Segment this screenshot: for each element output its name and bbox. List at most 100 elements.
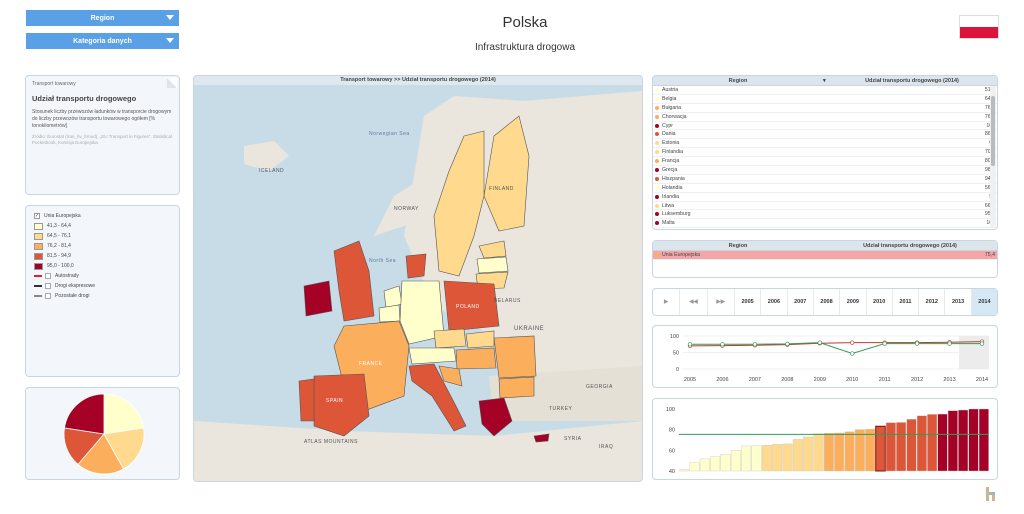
scrollbar[interactable] (990, 86, 996, 228)
bar[interactable] (968, 408, 979, 472)
bar[interactable] (689, 462, 700, 472)
year-button[interactable]: 2011 (891, 289, 918, 315)
country-ireland[interactable] (303, 280, 333, 317)
bar[interactable] (751, 445, 762, 472)
country-sweden[interactable] (433, 130, 485, 277)
bar[interactable] (947, 410, 958, 472)
year-button[interactable]: 2014 (970, 289, 998, 315)
year-button[interactable]: 2008 (812, 289, 839, 315)
country-greece[interactable] (478, 397, 513, 437)
europe-map[interactable] (194, 76, 642, 481)
pie-slice[interactable] (103, 393, 144, 435)
country-germany[interactable] (399, 280, 445, 345)
year-button[interactable]: 2010 (865, 289, 892, 315)
table-row[interactable]: Belgia 64,2 (653, 95, 997, 104)
bar[interactable] (730, 450, 741, 472)
country-estonia[interactable] (478, 240, 507, 259)
table-row[interactable]: Bułgaria 76,6 (653, 104, 997, 113)
bar[interactable] (720, 454, 731, 472)
category-dropdown[interactable]: Kategoria danych (26, 33, 179, 49)
table-row[interactable]: Hiszpania 94,8 (653, 175, 997, 184)
bar[interactable] (865, 428, 876, 472)
country-hungary[interactable] (455, 347, 497, 370)
series-point[interactable] (720, 342, 725, 347)
bar[interactable] (875, 425, 886, 472)
bar[interactable] (927, 414, 938, 472)
table-row[interactable]: Unia Europejska 75,4 (653, 251, 997, 260)
bar[interactable] (813, 433, 824, 472)
bar[interactable] (710, 456, 721, 472)
bar[interactable] (854, 429, 865, 472)
country-austria[interactable] (408, 347, 457, 365)
bar[interactable] (782, 443, 793, 472)
table-row[interactable]: Cypr 100 (653, 122, 997, 131)
table-row[interactable]: Irlandia 99 (653, 193, 997, 202)
legend-road-motorways[interactable]: Autostrady (34, 271, 179, 281)
country-croatia[interactable] (438, 365, 463, 387)
bar[interactable] (906, 419, 917, 472)
table-row[interactable]: Litwa 66,2 (653, 202, 997, 211)
year-button[interactable]: 2013 (944, 289, 970, 315)
country-latvia[interactable] (476, 256, 509, 274)
table-row[interactable]: Holandia 56,1 (653, 184, 997, 193)
column-value[interactable]: Udział transportu drogowego (2014) (865, 77, 959, 84)
country-czech[interactable] (433, 328, 467, 349)
checkbox[interactable] (45, 273, 51, 279)
legend-road-other[interactable]: Pozostałe drogi (34, 291, 179, 301)
table-row[interactable]: Chorwacja 76,8 (653, 113, 997, 122)
bar[interactable] (896, 422, 907, 472)
checkbox[interactable]: ✓ (34, 213, 40, 219)
table-row[interactable]: Luksemburg 95,1 (653, 210, 997, 220)
table-row[interactable]: Austria 51,7 (653, 86, 997, 95)
table-row[interactable]: Francja 80,1 (653, 157, 997, 167)
series-point[interactable] (817, 340, 822, 345)
country-poland[interactable] (443, 280, 500, 332)
series-point[interactable] (850, 351, 855, 356)
year-button[interactable]: 2012 (918, 289, 944, 315)
series-point[interactable] (979, 341, 985, 346)
bar[interactable] (803, 436, 814, 472)
series-point[interactable] (914, 341, 920, 346)
series-point[interactable] (687, 342, 693, 347)
table-row[interactable]: Finlandia 70,6 (653, 148, 997, 158)
year-button[interactable]: 2006 (760, 289, 786, 315)
distribution-pie-chart[interactable] (26, 388, 181, 481)
country-romania[interactable] (493, 335, 537, 379)
pie-slice[interactable] (64, 393, 105, 435)
series-point[interactable] (947, 341, 952, 346)
year-button[interactable]: 2007 (786, 289, 813, 315)
bar[interactable] (844, 431, 855, 472)
series-point[interactable] (850, 340, 855, 345)
table-row[interactable]: Dania 86,8 (653, 130, 997, 140)
sort-icon[interactable]: ▾ (823, 77, 826, 84)
bar[interactable] (772, 443, 783, 472)
table-row[interactable]: Niemcy64,4 (653, 228, 997, 229)
column-region[interactable]: Region (728, 77, 748, 84)
scrollbar-thumb[interactable] (991, 96, 995, 166)
country-belgium[interactable] (378, 304, 401, 323)
legend-road-expressways[interactable]: Drogi ekspresowe (34, 281, 179, 291)
ranking-bar-chart[interactable]: 100 80 60 40 (653, 399, 999, 481)
year-button[interactable]: 2009 (839, 289, 865, 315)
bar[interactable] (761, 444, 772, 472)
bar[interactable] (679, 469, 690, 472)
bar[interactable] (823, 432, 834, 472)
country-slovakia[interactable] (465, 330, 495, 349)
bar[interactable] (834, 432, 845, 472)
next-icon[interactable]: ▶▶ (706, 289, 734, 315)
pie-slice[interactable] (103, 427, 145, 470)
pie-slice[interactable] (77, 433, 124, 475)
bar[interactable] (741, 445, 752, 472)
series-point[interactable] (752, 342, 758, 347)
bar[interactable] (916, 415, 927, 472)
checkbox[interactable] (45, 283, 51, 289)
country-denmark[interactable] (405, 253, 427, 279)
bar[interactable] (792, 439, 803, 472)
bar[interactable] (937, 413, 948, 472)
bar[interactable] (958, 409, 969, 472)
eu-column-region[interactable]: Region (728, 242, 748, 249)
eu-column-value[interactable]: Udział transportu drogowego (2014) (863, 242, 957, 249)
country-bulgaria[interactable] (498, 376, 535, 399)
checkbox[interactable] (45, 293, 51, 299)
choropleth-map[interactable]: Transport towarowy >> Udział transportu … (193, 75, 643, 482)
